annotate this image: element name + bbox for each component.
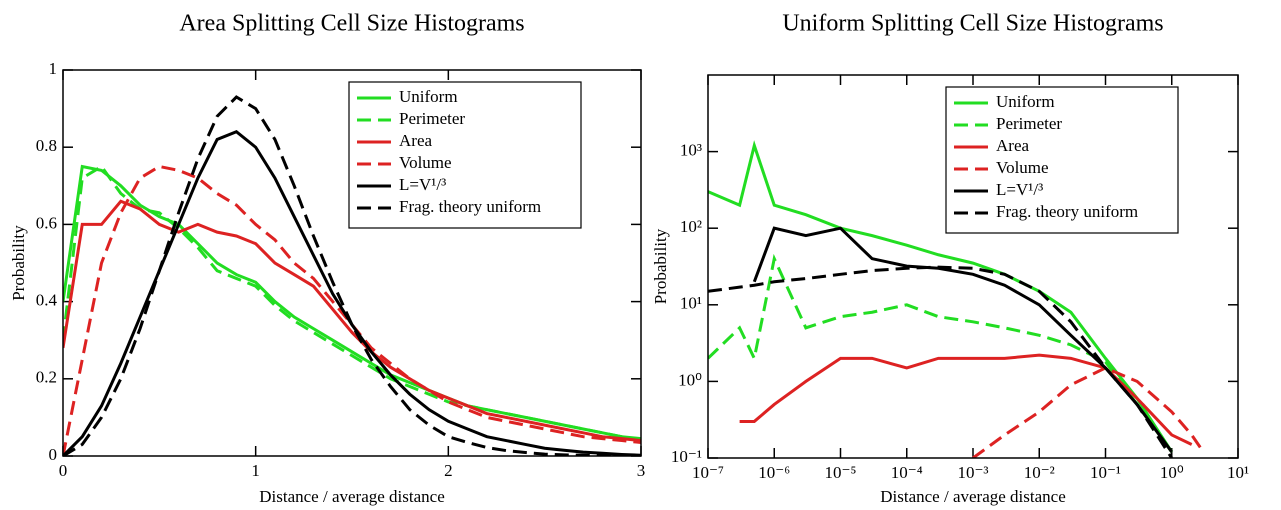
chart-title: Uniform Splitting Cell Size Histograms bbox=[782, 11, 1163, 37]
x-tick-label: 10⁰ bbox=[1160, 463, 1184, 482]
legend-label: Area bbox=[399, 131, 432, 150]
y-axis-label: Probability bbox=[9, 225, 28, 301]
y-tick-label: 0 bbox=[49, 445, 58, 464]
legend-label: Perimeter bbox=[399, 109, 465, 128]
x-tick-label: 2 bbox=[444, 461, 453, 480]
series-line bbox=[63, 199, 641, 443]
legend-box bbox=[348, 81, 582, 229]
legend-label: L=V¹/³ bbox=[996, 180, 1043, 199]
y-tick-label: 10⁰ bbox=[678, 370, 702, 389]
chart-title: Area Splitting Cell Size Histograms bbox=[179, 11, 524, 37]
x-tick-label: 3 bbox=[637, 461, 646, 480]
series-line bbox=[63, 164, 641, 443]
legend-label: Perimeter bbox=[996, 114, 1062, 133]
x-tick-label: 10⁻¹ bbox=[1090, 463, 1121, 482]
y-tick-label: 10³ bbox=[680, 141, 702, 160]
plot-frame bbox=[707, 74, 1239, 459]
legend-box bbox=[945, 86, 1179, 234]
x-axis-label: Distance / average distance bbox=[880, 487, 1066, 506]
y-tick-label: 0.8 bbox=[36, 136, 57, 155]
legend-label: Frag. theory uniform bbox=[996, 202, 1138, 221]
legend-label: Area bbox=[996, 136, 1029, 155]
y-tick-label: 10⁻¹ bbox=[671, 447, 702, 466]
plot-frame bbox=[62, 69, 642, 457]
x-tick-label: 10⁻⁴ bbox=[891, 463, 923, 482]
x-tick-label: 10⁻⁷ bbox=[692, 463, 724, 482]
x-tick-label: 0 bbox=[59, 461, 68, 480]
series-line bbox=[739, 353, 1193, 446]
x-tick-label: 10⁻² bbox=[1024, 463, 1055, 482]
x-tick-label: 10⁻⁶ bbox=[758, 463, 790, 482]
y-tick-label: 10¹ bbox=[680, 294, 702, 313]
x-tick-label: 10¹ bbox=[1227, 463, 1249, 482]
legend-label: Uniform bbox=[399, 87, 458, 106]
x-axis-label: Distance / average distance bbox=[259, 487, 445, 506]
y-tick-label: 1 bbox=[49, 59, 58, 78]
x-tick-label: 10⁻⁵ bbox=[825, 463, 857, 482]
legend-label: Frag. theory uniform bbox=[399, 197, 541, 216]
series-line bbox=[708, 140, 1174, 453]
legend-label: Volume bbox=[996, 158, 1049, 177]
y-tick-label: 0.2 bbox=[36, 368, 57, 387]
series-line bbox=[708, 265, 1174, 458]
y-tick-label: 10² bbox=[680, 217, 702, 236]
series-line bbox=[63, 164, 641, 441]
x-tick-label: 10⁻³ bbox=[957, 463, 988, 482]
legend-label: Volume bbox=[399, 153, 452, 172]
series-line bbox=[63, 95, 641, 456]
series-line bbox=[972, 366, 1205, 458]
y-tick-label: 0.6 bbox=[36, 213, 57, 232]
x-tick-label: 1 bbox=[251, 461, 260, 480]
y-tick-label: 0.4 bbox=[36, 291, 58, 310]
legend-label: Uniform bbox=[996, 92, 1055, 111]
legend-label: L=V¹/³ bbox=[399, 175, 446, 194]
y-axis-label: Probability bbox=[651, 228, 670, 304]
